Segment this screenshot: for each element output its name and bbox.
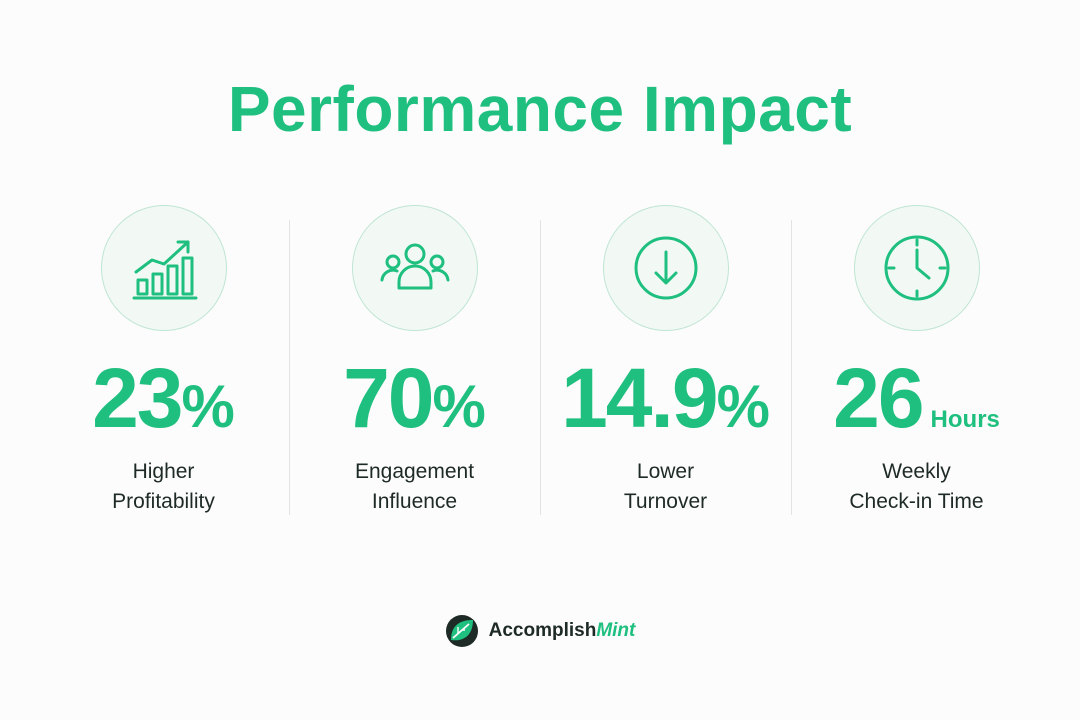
- down-arrow-circle-icon: [634, 236, 698, 300]
- growth-chart-icon: [132, 240, 198, 300]
- divider: [791, 220, 792, 515]
- stat-engagement: 70% Engagement Influence: [289, 205, 540, 525]
- stat-value: 14.9%: [561, 351, 770, 445]
- divider: [540, 220, 541, 515]
- brand-footer: AccomplishMint: [0, 614, 1080, 648]
- stat-checkin-time: 26 Hours Weekly Check-in Time: [791, 205, 1042, 525]
- stat-label: Higher Profitability: [112, 460, 215, 513]
- stat-label: Lower Turnover: [623, 460, 708, 513]
- stat-turnover: 14.9% Lower Turnover: [540, 205, 791, 525]
- leaf-logo-icon: [445, 615, 478, 647]
- icon-circle: [101, 205, 227, 331]
- page-title: Performance Impact: [227, 73, 853, 145]
- icon-circle: [352, 205, 478, 331]
- icon-circle: [603, 205, 729, 331]
- stat-value: 26 Hours: [833, 351, 1000, 445]
- stat-label: Engagement Influence: [354, 460, 475, 513]
- stat-value: 23%: [92, 351, 235, 445]
- stat-value: 70%: [343, 351, 486, 445]
- clock-icon: [884, 235, 950, 301]
- people-group-icon: [380, 243, 450, 290]
- icon-circle: [854, 205, 980, 331]
- divider: [289, 220, 290, 515]
- stat-profitability: 23% Higher Profitability: [38, 205, 289, 525]
- stat-label: Weekly Check-in Time: [849, 460, 984, 513]
- brand-name: AccomplishMint: [488, 620, 636, 641]
- stats-row: 23% Higher Profitability 70%: [38, 205, 1042, 525]
